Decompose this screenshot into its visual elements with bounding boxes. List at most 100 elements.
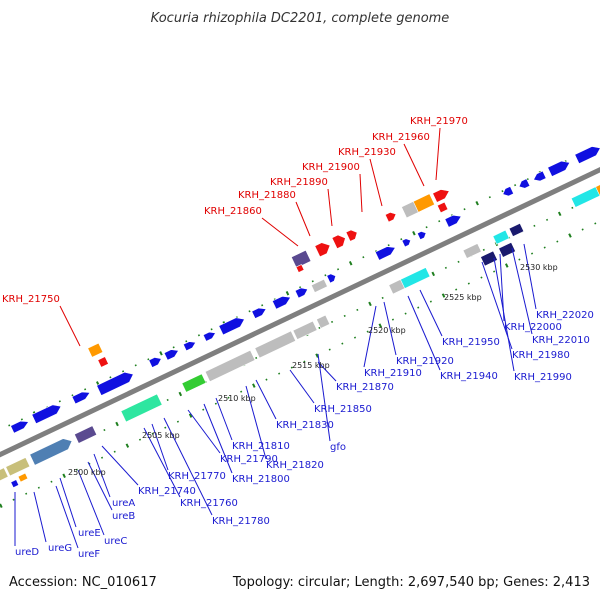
red-gene-leader bbox=[261, 217, 299, 247]
gene-feature bbox=[444, 214, 462, 228]
tick-mark bbox=[400, 238, 403, 241]
gene-feature bbox=[492, 229, 510, 245]
tick-mark bbox=[480, 276, 483, 279]
tick-mark bbox=[444, 266, 447, 269]
gene-feature bbox=[73, 425, 98, 444]
gene-feature bbox=[10, 479, 20, 489]
gene-feature bbox=[508, 222, 525, 237]
tick-mark bbox=[362, 256, 365, 259]
gene-feature bbox=[547, 160, 571, 177]
red-gene-label: KRH_21930 bbox=[338, 147, 396, 158]
tick-mark bbox=[571, 206, 574, 209]
gene-feature bbox=[148, 357, 162, 368]
gene-feature bbox=[182, 341, 197, 352]
gene-feature bbox=[462, 243, 482, 259]
genome-summary-text: Topology: circular; Length: 2,697,540 bp… bbox=[232, 575, 590, 590]
tick-mark bbox=[188, 413, 193, 418]
blue-gene-label: gfo bbox=[330, 442, 346, 453]
blue-gene-label: KRH_21790 bbox=[220, 454, 278, 465]
tick-mark bbox=[343, 314, 346, 317]
tick-mark bbox=[518, 258, 521, 261]
red-gene-label: KRH_21890 bbox=[270, 177, 328, 188]
leader-lines bbox=[14, 127, 537, 549]
tick-mark bbox=[164, 426, 167, 429]
tick-mark bbox=[75, 468, 78, 471]
blue-gene-leader bbox=[143, 427, 181, 498]
blue-gene-leader bbox=[245, 385, 267, 460]
gene-feature bbox=[181, 373, 207, 393]
tick-mark bbox=[417, 306, 420, 309]
tick-mark bbox=[381, 296, 384, 299]
gene-feature bbox=[204, 349, 256, 383]
blue-gene-leader bbox=[317, 361, 337, 382]
red-gene-label: KRH_21900 bbox=[302, 162, 360, 173]
tick-mark bbox=[356, 308, 359, 311]
blue-gene-label: KRH_21980 bbox=[512, 350, 570, 361]
tick-mark bbox=[557, 211, 562, 217]
blue-gene-leader bbox=[317, 353, 331, 442]
tick-mark bbox=[0, 503, 3, 508]
tick-mark bbox=[172, 346, 175, 349]
scale-label: 2505 kbp bbox=[142, 431, 180, 440]
tick-mark bbox=[429, 300, 432, 303]
red-gene-leader bbox=[295, 201, 311, 237]
gene-feature bbox=[71, 391, 91, 405]
blue-gene-label: ureA bbox=[112, 498, 135, 509]
scale-label: 2500 kbp bbox=[68, 468, 106, 477]
red-gene-label: KRH_21970 bbox=[410, 116, 468, 127]
red-gene-label: KRH_21750 bbox=[2, 294, 60, 305]
tick-mark bbox=[248, 310, 251, 313]
blue-gene-leader bbox=[363, 305, 377, 368]
blue-gene-label: ureD bbox=[15, 547, 39, 558]
gene-feature bbox=[5, 457, 31, 477]
tick-mark bbox=[151, 432, 154, 435]
gene-feature bbox=[218, 317, 245, 336]
blue-gene-label: KRH_21990 bbox=[514, 372, 572, 383]
tick-mark bbox=[341, 342, 344, 345]
blue-gene-leader bbox=[163, 417, 213, 516]
tick-mark bbox=[240, 390, 243, 393]
tick-mark bbox=[25, 492, 28, 495]
tick-mark bbox=[20, 418, 23, 421]
gene-feature bbox=[0, 467, 9, 482]
tick-mark bbox=[265, 378, 268, 381]
tick-mark bbox=[202, 408, 205, 411]
blue-gene-label: KRH_21780 bbox=[212, 516, 270, 527]
blue-gene-label: KRH_21820 bbox=[266, 460, 324, 471]
scale-labels: 2500 kbp 2505 kbp 2510 kbp 2515 kbp 2520 kbp… bbox=[68, 263, 558, 477]
red-gene-leader bbox=[435, 127, 441, 181]
scale-label: 2510 kbp bbox=[218, 394, 256, 403]
gene-feature bbox=[290, 249, 312, 269]
tick-mark bbox=[431, 271, 436, 277]
gene-feature bbox=[310, 278, 328, 293]
tick-mark bbox=[501, 190, 504, 193]
blue-gene-leader bbox=[33, 491, 47, 543]
tick-mark bbox=[115, 421, 119, 427]
tick-mark bbox=[185, 340, 188, 343]
gene-feature bbox=[518, 178, 531, 189]
scale-label: 2515 kbp bbox=[292, 361, 330, 370]
tick-mark bbox=[84, 388, 87, 391]
red-gene-label: KRH_21880 bbox=[238, 190, 296, 201]
tick-mark bbox=[455, 288, 458, 291]
blue-gene-leader bbox=[151, 423, 169, 471]
blue-gene-label: KRH_21810 bbox=[232, 441, 290, 452]
tick-mark bbox=[324, 274, 327, 277]
gene-feature bbox=[416, 231, 427, 241]
tick-mark bbox=[488, 196, 491, 199]
blue-gene-leader bbox=[55, 485, 79, 549]
tick-mark bbox=[543, 246, 546, 249]
blue-gene-label: ureE bbox=[78, 528, 101, 539]
tick-mark bbox=[285, 291, 290, 296]
gene-feature bbox=[97, 356, 109, 368]
tick-mark bbox=[315, 353, 319, 358]
tick-mark bbox=[556, 240, 559, 243]
tick-mark bbox=[594, 222, 597, 225]
red-gene-label: KRH_21960 bbox=[372, 132, 430, 143]
red-gene-leader bbox=[327, 188, 333, 227]
tick-mark bbox=[467, 282, 470, 285]
gene-feature bbox=[96, 371, 134, 396]
tick-mark bbox=[412, 230, 416, 236]
blue-gene-label: KRH_21800 bbox=[232, 474, 290, 485]
blue-gene-label: ureC bbox=[104, 536, 127, 547]
